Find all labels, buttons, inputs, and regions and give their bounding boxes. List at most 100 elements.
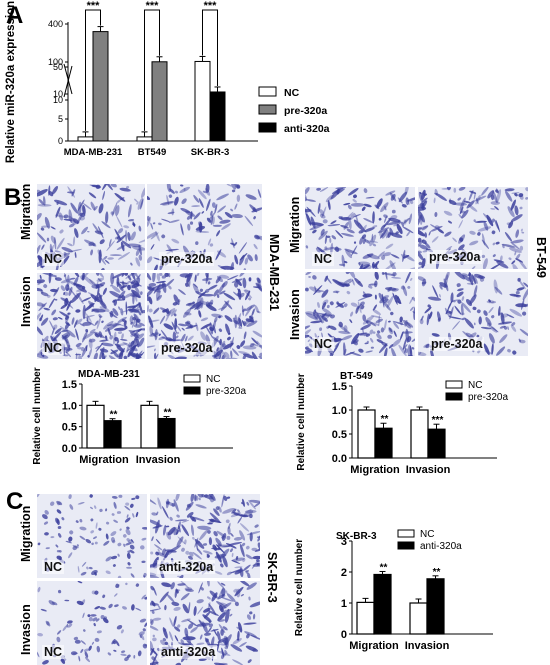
- stained-cell: [384, 215, 387, 223]
- stained-cell: [84, 651, 89, 658]
- stained-cell: [377, 227, 390, 234]
- stained-cell: [247, 254, 253, 262]
- stained-cell: [365, 333, 371, 337]
- stained-cell: [219, 602, 228, 606]
- stained-cell: [421, 200, 428, 209]
- stained-cell: [345, 249, 353, 259]
- stained-cell: [399, 316, 403, 323]
- stained-cell: [332, 279, 345, 288]
- stained-cell: [236, 345, 241, 349]
- stained-cell: [242, 345, 257, 350]
- stained-cell: [161, 234, 166, 239]
- stained-cell: [75, 328, 79, 341]
- stained-cell: [56, 636, 61, 643]
- stained-cell: [97, 298, 106, 307]
- stained-cell: [212, 354, 216, 358]
- stained-cell: [94, 605, 101, 610]
- stained-cell: [37, 232, 47, 243]
- stained-cell: [307, 339, 311, 343]
- stained-cell: [81, 297, 92, 302]
- significance-marker: **: [380, 562, 388, 573]
- stained-cell: [226, 184, 233, 187]
- stained-cell: [362, 327, 364, 335]
- stained-cell: [252, 207, 256, 212]
- stained-cell: [233, 588, 238, 593]
- stained-cell: [393, 321, 400, 329]
- stained-cell: [169, 516, 173, 521]
- stained-cell: [118, 494, 123, 498]
- stained-cell: [254, 304, 259, 313]
- stained-cell: [507, 206, 515, 218]
- stained-cell: [50, 288, 58, 293]
- stained-cell: [345, 272, 350, 275]
- stained-cell: [231, 560, 241, 564]
- stained-cell: [87, 230, 90, 233]
- stained-cell: [168, 194, 173, 198]
- stained-cell: [136, 201, 139, 205]
- stained-cell: [439, 293, 441, 298]
- stained-cell: [127, 275, 132, 281]
- stained-cell: [120, 308, 134, 313]
- stained-cell: [216, 352, 221, 359]
- stained-cell: [220, 563, 224, 568]
- stained-cell: [83, 648, 89, 652]
- stained-cell: [459, 206, 464, 215]
- stained-cell: [121, 240, 132, 249]
- stained-cell: [243, 321, 247, 326]
- stained-cell: [525, 197, 528, 200]
- stained-cell: [150, 232, 159, 240]
- stained-cell: [412, 311, 415, 315]
- stained-cell: [239, 641, 247, 648]
- stained-cell: [82, 304, 86, 320]
- stained-cell: [110, 531, 117, 537]
- stained-cell: [212, 224, 223, 227]
- stained-cell: [223, 351, 230, 359]
- stained-cell: [343, 260, 348, 264]
- stained-cell: [230, 569, 242, 574]
- stained-cell: [153, 587, 157, 596]
- stained-cell: [147, 273, 152, 281]
- tile-label: NC: [312, 337, 335, 351]
- stained-cell: [352, 213, 361, 218]
- stained-cell: [519, 245, 524, 251]
- stained-cell: [164, 604, 167, 611]
- stained-cell: [169, 188, 175, 194]
- stained-cell: [336, 291, 339, 294]
- stained-cell: [454, 305, 462, 315]
- stained-cell: [92, 617, 98, 622]
- stained-cell: [177, 536, 186, 545]
- stained-cell: [130, 262, 133, 266]
- stained-cell: [514, 251, 517, 256]
- stained-cell: [518, 193, 524, 198]
- stained-cell: [447, 301, 452, 311]
- stained-cell: [248, 297, 252, 301]
- stained-cell: [76, 292, 84, 305]
- stained-cell: [105, 508, 108, 512]
- stained-cell: [370, 346, 374, 349]
- legend-swatch: [445, 380, 463, 389]
- stained-cell: [140, 633, 145, 641]
- stained-cell: [238, 317, 243, 328]
- stained-cell: [363, 203, 372, 208]
- stained-cell: [199, 288, 204, 292]
- stained-cell: [42, 660, 49, 665]
- stained-cell: [123, 534, 127, 538]
- stained-cell: [497, 305, 501, 317]
- stained-cell: [472, 306, 477, 311]
- stained-cell: [161, 582, 172, 588]
- stained-cell: [486, 300, 495, 304]
- stained-cell: [140, 198, 144, 210]
- stained-cell: [151, 512, 157, 516]
- stained-cell: [60, 285, 66, 292]
- stained-cell: [205, 188, 211, 196]
- bar-NC: [410, 409, 429, 459]
- stained-cell: [381, 229, 389, 239]
- stained-cell: [214, 553, 227, 559]
- stained-cell: [237, 630, 240, 641]
- stained-cell: [117, 252, 131, 260]
- stained-cell: [195, 291, 203, 296]
- significance-marker: ***: [204, 0, 218, 12]
- tile-label: NC: [312, 252, 335, 266]
- stained-cell: [184, 627, 189, 638]
